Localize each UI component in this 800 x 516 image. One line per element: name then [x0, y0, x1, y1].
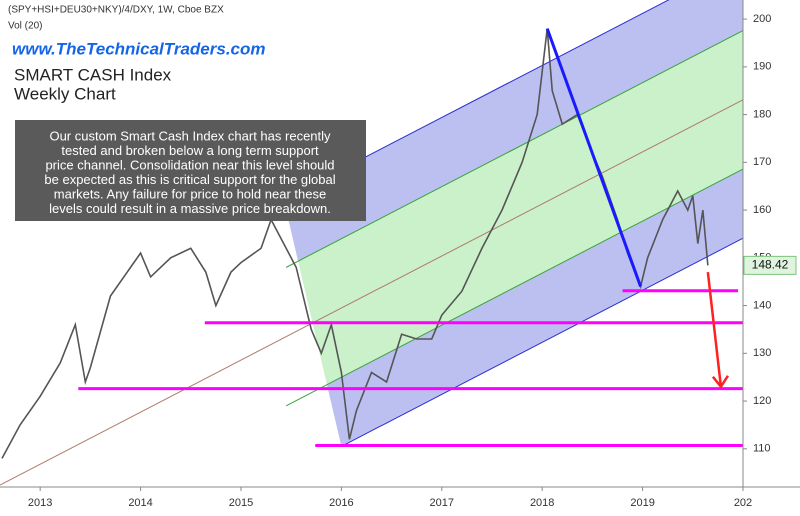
x-tick-label: 2018: [530, 497, 554, 509]
annotation-line: be expected as this is critical support …: [44, 172, 335, 187]
y-tick-label: 140: [753, 299, 771, 311]
y-tick-label: 130: [753, 347, 771, 359]
volume-label: Vol (20): [8, 21, 42, 32]
channel-line: [0, 99, 743, 486]
y-tick-label: 180: [753, 108, 771, 120]
y-tick-label: 170: [753, 156, 771, 168]
last-price-box: [743, 255, 797, 275]
annotation-line: levels could result in a massive price b…: [49, 201, 331, 216]
y-tick-label: 160: [753, 204, 771, 216]
annotation-line: tested and broken below a long term supp…: [61, 143, 319, 158]
x-tick-label: 202: [734, 497, 752, 509]
arrow: [706, 272, 729, 389]
channel-band: [286, 0, 743, 268]
last-price-label: 148.42: [752, 258, 789, 272]
channel-line: [341, 237, 743, 447]
x-tick-label: 2015: [229, 497, 253, 509]
annotation-line: Our custom Smart Cash Index chart has re…: [49, 128, 331, 143]
x-tick-label: 2017: [430, 497, 454, 509]
channel-line: [285, 168, 743, 407]
channel-line: [285, 30, 743, 268]
website: www.TheTechnicalTraders.com: [12, 39, 266, 58]
y-tick-label: 200: [753, 13, 771, 25]
annotation: Our custom Smart Cash Index chart has re…: [44, 128, 335, 216]
x-tick-label: 2016: [329, 497, 353, 509]
y-tick-label: 110: [753, 443, 771, 455]
x-tick-label: 2019: [630, 497, 654, 509]
axes: 1101201301401501601701801902002013201420…: [28, 13, 797, 509]
x-tick-label: 2013: [28, 497, 52, 509]
x-tick-label: 2014: [128, 497, 152, 509]
trendline: [545, 28, 642, 287]
chart-title: SMART CASH Index: [14, 65, 172, 84]
chart-subtitle: Weekly Chart: [14, 84, 116, 103]
annotation-box: [15, 120, 366, 221]
annotation-line: markets. Any failure for price to hold n…: [54, 186, 326, 201]
y-tick-label: 120: [753, 395, 771, 407]
y-tick-label: 190: [753, 61, 771, 73]
plot-area: [0, 0, 743, 486]
annotation-line: price channel. Consolidation near this l…: [45, 157, 334, 172]
ticker: (SPY+HSI+DEU30+NKY)/4/DXY, 1W, Cboe BZX: [8, 5, 224, 16]
